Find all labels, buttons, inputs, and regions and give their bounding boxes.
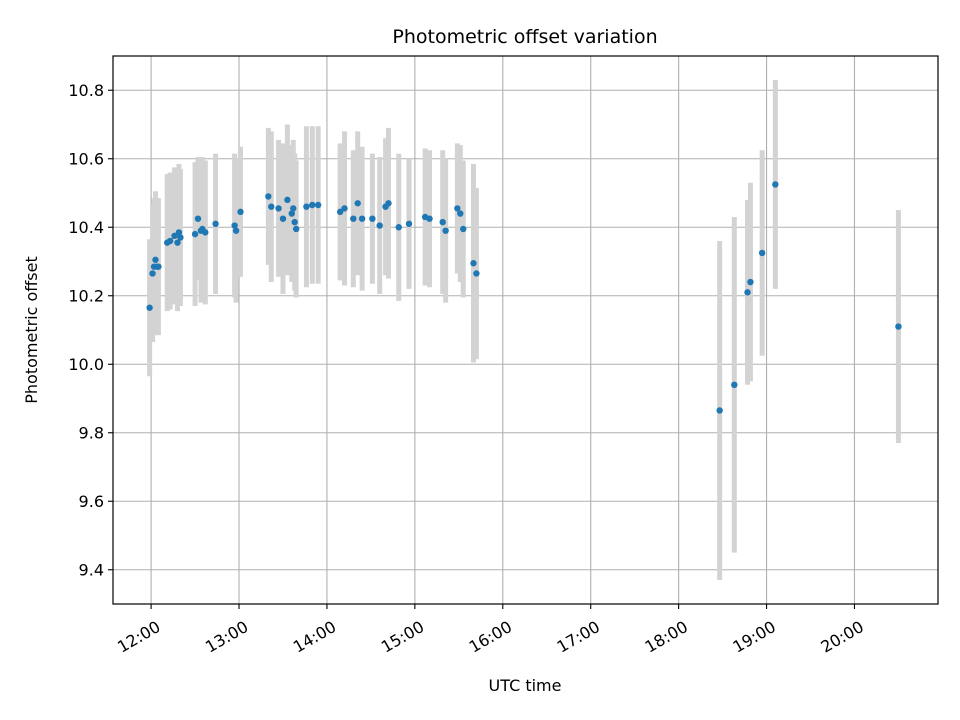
- data-point: [146, 304, 153, 311]
- y-tick-label: 9.4: [79, 560, 104, 579]
- y-tick-label: 10.2: [68, 286, 104, 305]
- y-axis-label: Photometric offset: [22, 256, 41, 404]
- data-point: [284, 196, 291, 204]
- data-point: [191, 230, 199, 238]
- x-tick-label: 12:00: [114, 617, 163, 657]
- data-point: [426, 215, 433, 222]
- data-point: [439, 218, 446, 226]
- data-point: [758, 249, 766, 257]
- data-point: [155, 263, 162, 270]
- x-tick-label: 14:00: [290, 617, 339, 657]
- data-point: [194, 215, 202, 222]
- y-tick-label: 10.4: [68, 218, 104, 237]
- x-tick-label: 13:00: [202, 617, 251, 657]
- data-point: [385, 200, 392, 207]
- data-point: [369, 215, 376, 222]
- data-point: [275, 205, 282, 212]
- data-point: [309, 201, 316, 209]
- data-point: [268, 203, 275, 210]
- data-point: [166, 237, 174, 245]
- y-tick-label: 10.0: [68, 355, 104, 374]
- chart-title: Photometric offset variation: [392, 26, 657, 48]
- data-point: [152, 256, 159, 263]
- data-point: [175, 229, 183, 236]
- y-tick-label: 10.6: [68, 149, 104, 168]
- data-point: [473, 270, 480, 277]
- data-point: [288, 210, 295, 217]
- data-point: [290, 205, 297, 212]
- data-point: [279, 215, 287, 222]
- data-point: [237, 208, 244, 216]
- data-point: [376, 222, 383, 229]
- grid: [113, 56, 938, 604]
- y-tick-label: 10.8: [68, 81, 104, 100]
- x-tick-label: 15:00: [378, 617, 427, 657]
- data-point: [265, 193, 272, 200]
- data-point: [454, 205, 461, 212]
- data-point: [747, 278, 754, 286]
- data-point: [405, 220, 413, 228]
- data-point: [744, 289, 751, 296]
- data-point: [470, 260, 477, 267]
- data-point: [232, 227, 240, 234]
- x-axis-label: UTC time: [489, 676, 562, 695]
- data-point: [231, 222, 238, 229]
- errorbars: [147, 79, 901, 581]
- y-axis: 9.4 9.6 9.8 10.0 10.2 10.4 10.6 10.8: [68, 81, 113, 579]
- y-tick-label: 9.6: [79, 492, 104, 511]
- data-point: [212, 220, 219, 228]
- data-point: [336, 208, 344, 216]
- data-point: [395, 224, 402, 231]
- data-point: [442, 227, 449, 234]
- data-point: [716, 407, 723, 414]
- data-points: [146, 181, 902, 414]
- data-point: [895, 323, 902, 330]
- x-axis: 12:00 13:00 14:00 15:00 16:00 17:00 18:00 19:00…: [114, 604, 867, 657]
- data-point: [457, 210, 464, 217]
- data-point: [177, 234, 184, 241]
- plot-frame: [112, 55, 939, 605]
- data-point: [314, 201, 322, 209]
- data-point: [350, 215, 357, 222]
- data-point: [292, 225, 300, 233]
- data-point: [303, 203, 310, 210]
- data-point: [358, 215, 366, 222]
- y-tick-label: 9.8: [79, 423, 104, 442]
- x-tick-label: 20:00: [817, 617, 866, 657]
- data-point: [291, 218, 298, 226]
- x-tick-label: 19:00: [730, 617, 779, 657]
- data-point: [772, 181, 779, 188]
- data-point: [341, 205, 348, 212]
- x-tick-label: 17:00: [554, 617, 603, 657]
- x-tick-label: 16:00: [466, 617, 515, 657]
- data-point: [149, 270, 156, 277]
- data-point: [731, 381, 738, 388]
- data-point: [174, 239, 181, 246]
- data-point: [460, 225, 467, 233]
- data-point: [202, 229, 209, 236]
- data-point: [171, 232, 178, 240]
- x-tick-label: 18:00: [642, 617, 691, 657]
- data-point: [354, 200, 361, 207]
